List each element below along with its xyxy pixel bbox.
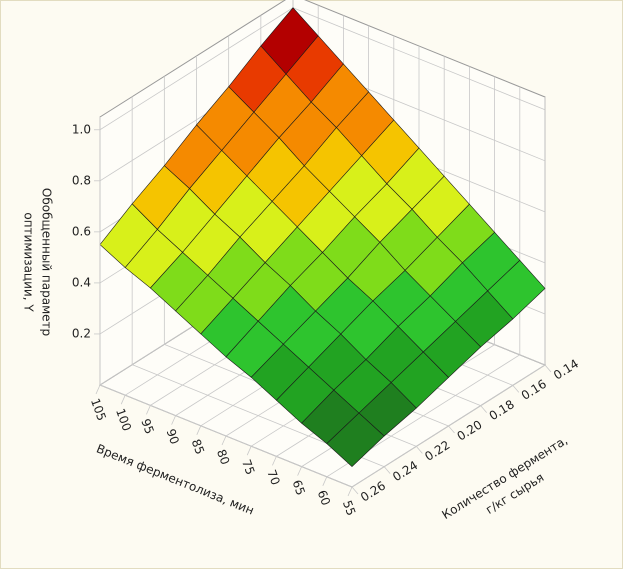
- x-tick-label: 55: [340, 498, 358, 517]
- tick-mark: [448, 425, 455, 434]
- x-tick-label: 70: [264, 468, 282, 487]
- tick-mark: [351, 486, 359, 495]
- tick-mark: [272, 456, 277, 466]
- z-axis-label: Обобщенный параметр: [40, 188, 54, 336]
- z-tick-label: 1.0: [72, 122, 91, 136]
- tick-mark: [297, 466, 302, 476]
- tick-mark: [171, 415, 176, 425]
- z-axis-label: оптимизации, Y: [22, 212, 36, 312]
- x-tick-label: 75: [239, 458, 257, 477]
- tick-mark: [322, 476, 328, 486]
- tick-mark: [246, 446, 252, 456]
- surface-cell: [326, 412, 385, 467]
- tick-mark: [512, 385, 520, 393]
- x-tick-label: 85: [189, 437, 207, 456]
- x-tick-label: 90: [163, 427, 181, 446]
- tick-mark: [416, 446, 423, 454]
- z-tick-label: 0.4: [72, 275, 91, 289]
- z-tick-label: 0.2: [72, 326, 91, 340]
- tick-mark: [480, 405, 487, 413]
- z-tick-label: 0.6: [72, 224, 91, 238]
- tick-mark: [95, 384, 101, 395]
- tick-mark: [146, 405, 151, 415]
- x-tick-label: 65: [289, 478, 307, 497]
- tick-mark: [544, 364, 552, 373]
- tick-mark: [120, 395, 126, 405]
- x-tick-label: 95: [138, 417, 156, 436]
- z-tick-label: 0.8: [72, 173, 91, 187]
- tick-mark: [383, 466, 391, 474]
- grid-line: [99, 7, 294, 131]
- tick-mark: [347, 486, 353, 497]
- x-tick-label: 80: [214, 447, 232, 466]
- tick-mark: [196, 425, 202, 435]
- x-tick-label: 60: [315, 488, 333, 507]
- tick-mark: [221, 435, 227, 446]
- grid-line: [292, 7, 546, 111]
